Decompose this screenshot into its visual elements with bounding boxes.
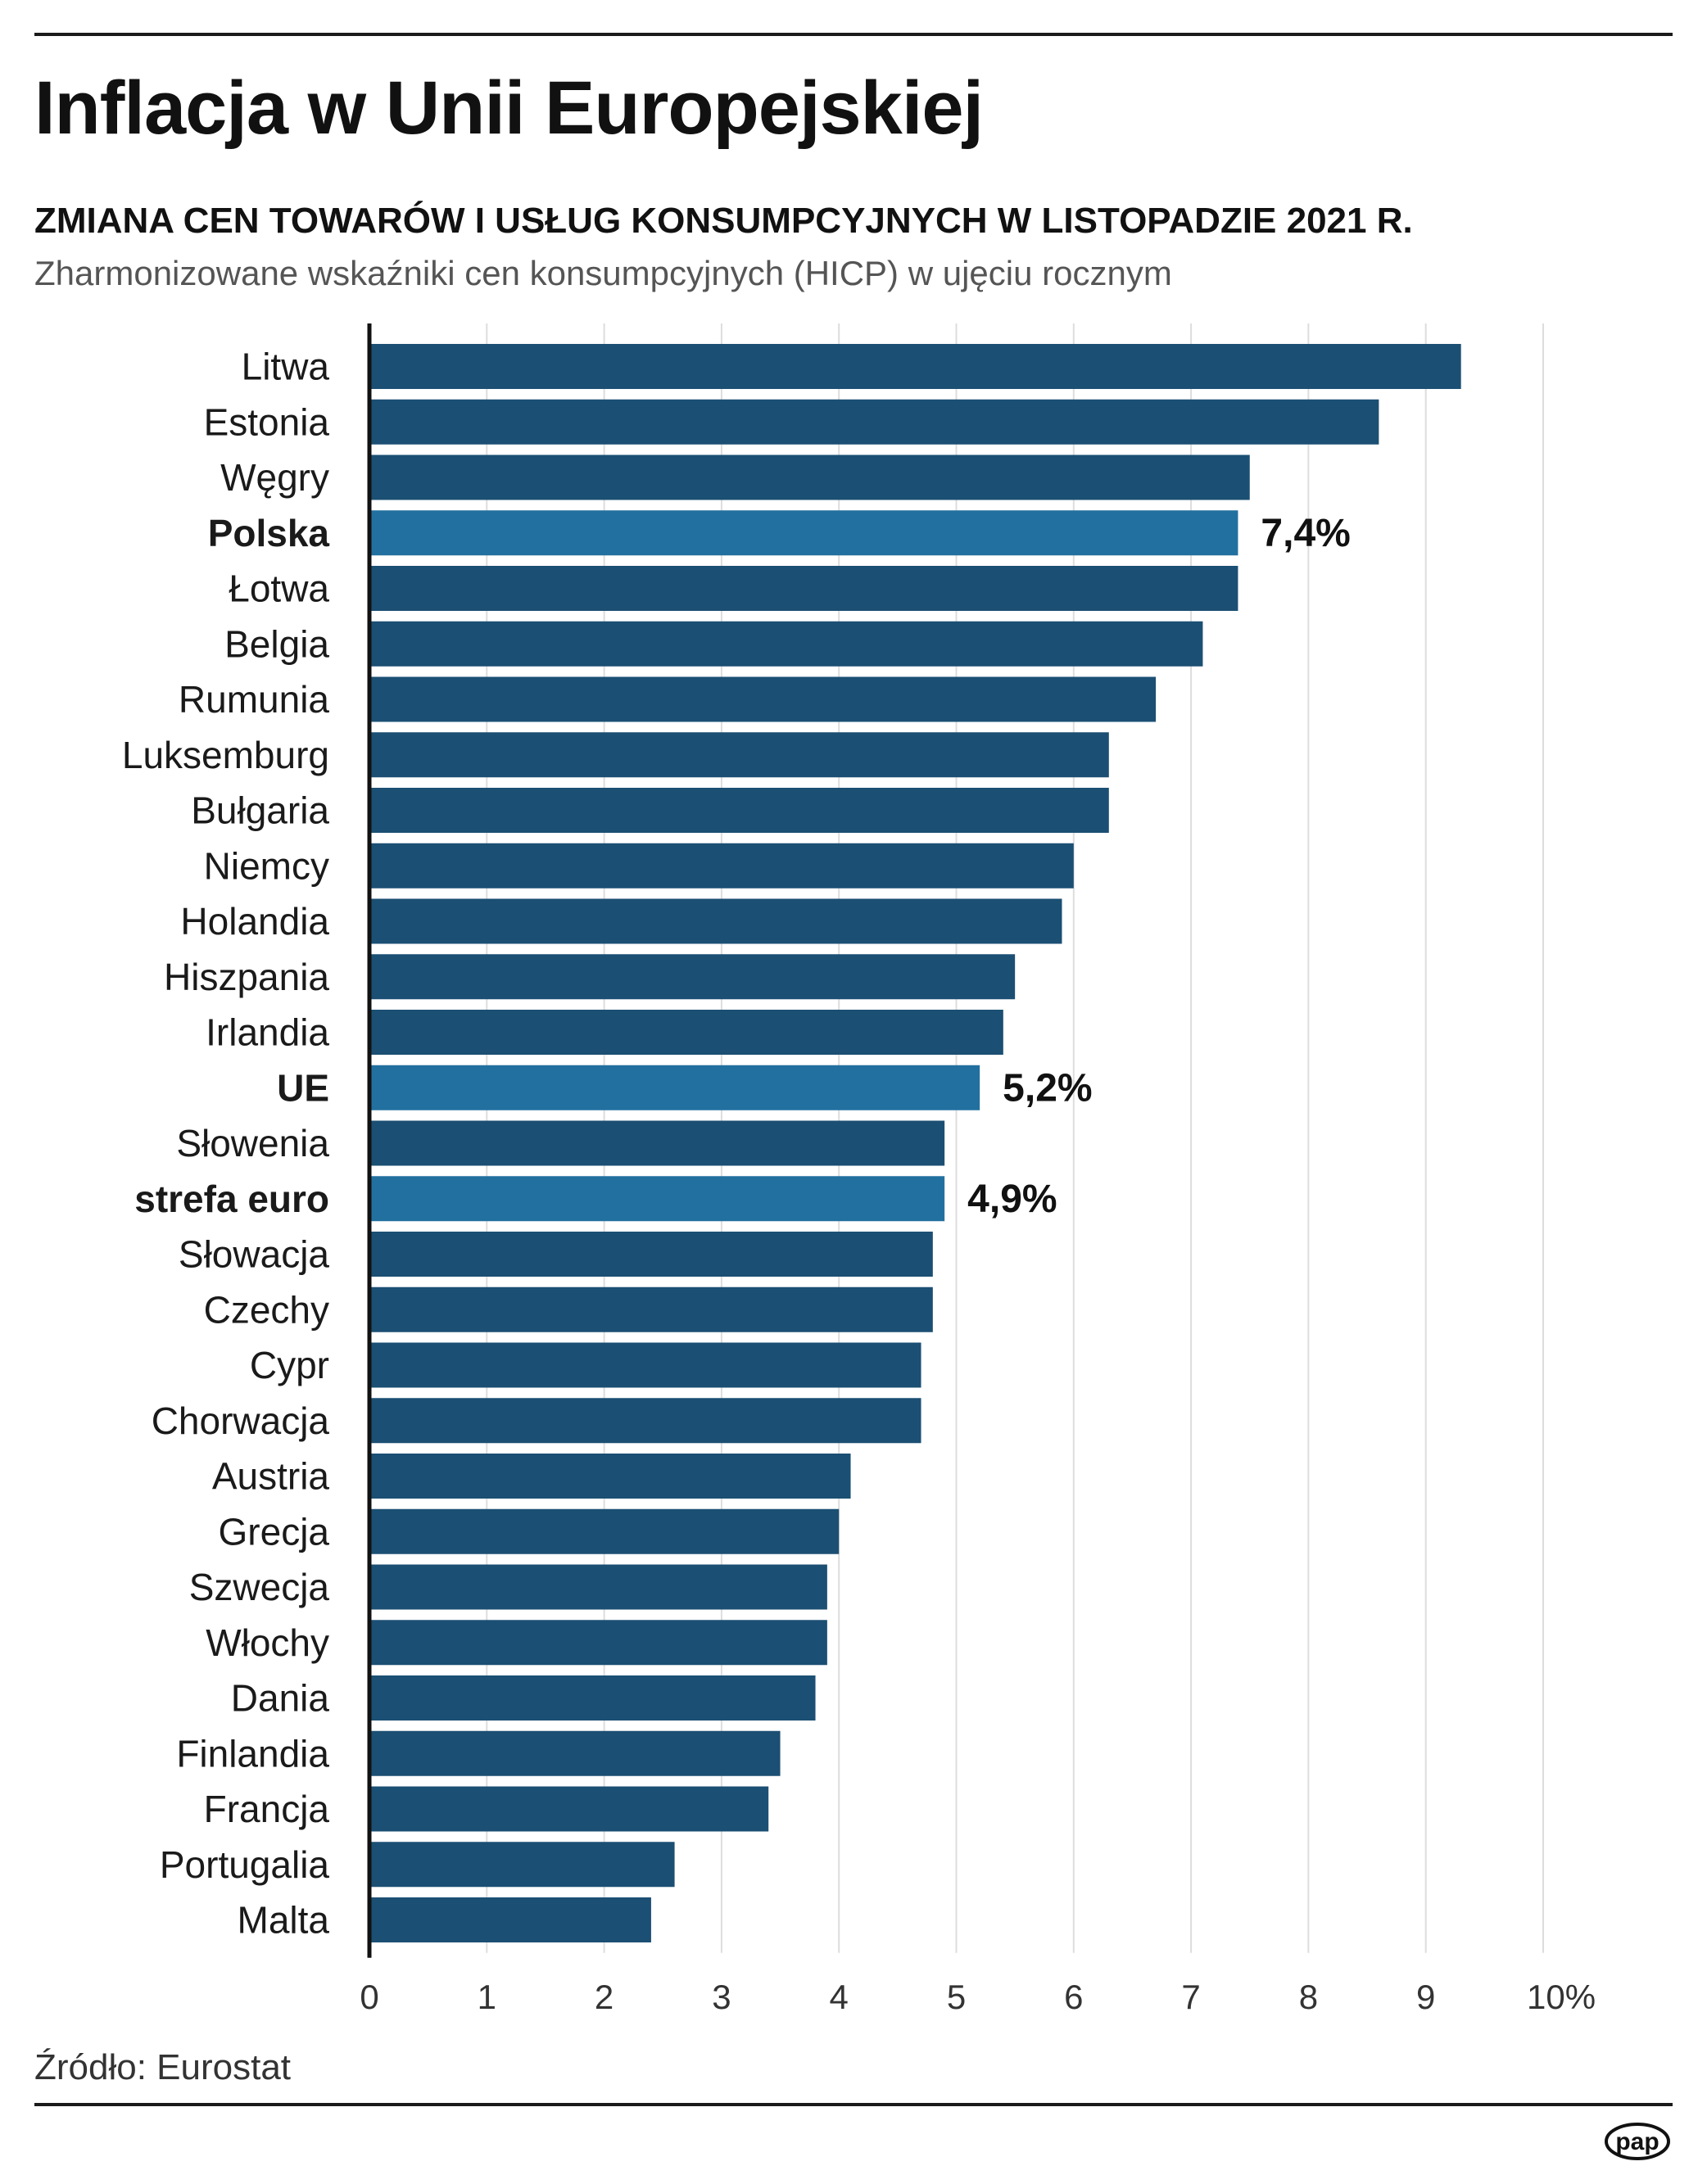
bottom-rule xyxy=(34,2103,1673,2106)
bar xyxy=(369,1508,840,1554)
bar xyxy=(369,676,1157,722)
category-label: Malta xyxy=(238,1899,330,1942)
bar xyxy=(369,1675,816,1721)
category-label: strefa euro xyxy=(134,1178,329,1220)
bar xyxy=(369,1897,651,1942)
category-label: Bułgaria xyxy=(191,789,329,832)
category-label: UE xyxy=(277,1066,329,1109)
x-tick-label: 0 xyxy=(360,1978,378,2016)
bar xyxy=(369,399,1379,445)
category-label: Grecja xyxy=(219,1510,330,1553)
category-label: Polska xyxy=(208,512,330,554)
category-label: Irlandia xyxy=(206,1011,329,1054)
bar xyxy=(369,510,1238,556)
category-label: Rumunia xyxy=(179,678,330,721)
x-tick-label: 6 xyxy=(1064,1978,1083,2016)
category-label: Estonia xyxy=(204,400,330,443)
bar xyxy=(369,1454,851,1499)
bar xyxy=(369,898,1062,944)
x-tick-label: 9 xyxy=(1416,1978,1435,2016)
category-label: Austria xyxy=(212,1455,330,1498)
bar xyxy=(369,621,1203,667)
category-label: Belgia xyxy=(224,622,329,665)
category-label: Chorwacja xyxy=(152,1399,330,1442)
chart-subtitle: ZMIANA CEN TOWARÓW I USŁUG KONSUMPCYJNYC… xyxy=(34,201,1413,241)
bar xyxy=(369,1842,675,1888)
category-label: Cypr xyxy=(250,1344,329,1386)
bar xyxy=(369,1010,1003,1055)
value-label: 7,4% xyxy=(1261,512,1350,555)
top-rule xyxy=(34,33,1673,36)
bar xyxy=(369,1286,933,1332)
bar xyxy=(369,566,1238,611)
x-tick-label: 1 xyxy=(478,1978,496,2016)
x-tick-label: 4 xyxy=(830,1978,849,2016)
bar xyxy=(369,344,1461,389)
x-tick-label: 7 xyxy=(1181,1978,1200,2016)
bar xyxy=(369,1120,945,1166)
category-label: Portugalia xyxy=(160,1843,330,1886)
category-label: Dania xyxy=(231,1677,330,1720)
bar-chart: Litwa Estonia Węgry Polska 7,4% Łotwa Belgia Ru… xyxy=(122,323,1596,2016)
category-label: Szwecja xyxy=(189,1566,330,1608)
bar xyxy=(369,954,1016,1000)
x-tick-label: 3 xyxy=(712,1978,731,2016)
pap-logo-icon: pap xyxy=(1605,2123,1670,2160)
category-label: Holandia xyxy=(180,900,329,943)
bar xyxy=(369,1398,921,1444)
x-tick-label: 8 xyxy=(1299,1978,1318,2016)
bar xyxy=(369,1176,945,1222)
category-label: Włochy xyxy=(206,1621,329,1664)
chart-title: Inflacja w Unii Europejskiej xyxy=(34,66,984,150)
bar xyxy=(369,1232,933,1277)
bar xyxy=(369,843,1074,889)
x-tick-label: 5 xyxy=(947,1978,966,2016)
category-label: Łotwa xyxy=(229,567,329,610)
category-label: Czechy xyxy=(204,1288,329,1331)
category-label: Słowenia xyxy=(176,1122,329,1164)
bar xyxy=(369,1730,781,1776)
category-label: Luksemburg xyxy=(122,734,329,776)
bar xyxy=(369,1065,980,1110)
bar xyxy=(369,788,1109,833)
category-label: Słowacja xyxy=(179,1233,330,1276)
category-label: Francja xyxy=(204,1788,330,1830)
category-label: Litwa xyxy=(242,346,330,388)
bar xyxy=(369,1564,827,1610)
category-label: Finlandia xyxy=(176,1732,329,1775)
x-tick-label: 2 xyxy=(595,1978,614,2016)
chart-description: Zharmonizowane wskaźniki cen konsumpcyjn… xyxy=(34,254,1172,292)
category-label: Węgry xyxy=(220,456,329,499)
bar xyxy=(369,1620,827,1666)
category-label: Hiszpania xyxy=(164,956,329,998)
bar xyxy=(369,1342,921,1388)
source-note: Źródło: Eurostat xyxy=(34,2047,292,2087)
x-tick-label: 10% xyxy=(1527,1978,1596,2016)
category-label: Niemcy xyxy=(204,844,329,887)
bar xyxy=(369,732,1109,778)
svg-text:pap: pap xyxy=(1615,2128,1659,2155)
value-label: 5,2% xyxy=(1003,1066,1092,1110)
value-label: 4,9% xyxy=(967,1178,1057,1221)
bar xyxy=(369,454,1250,500)
bar xyxy=(369,1786,769,1832)
